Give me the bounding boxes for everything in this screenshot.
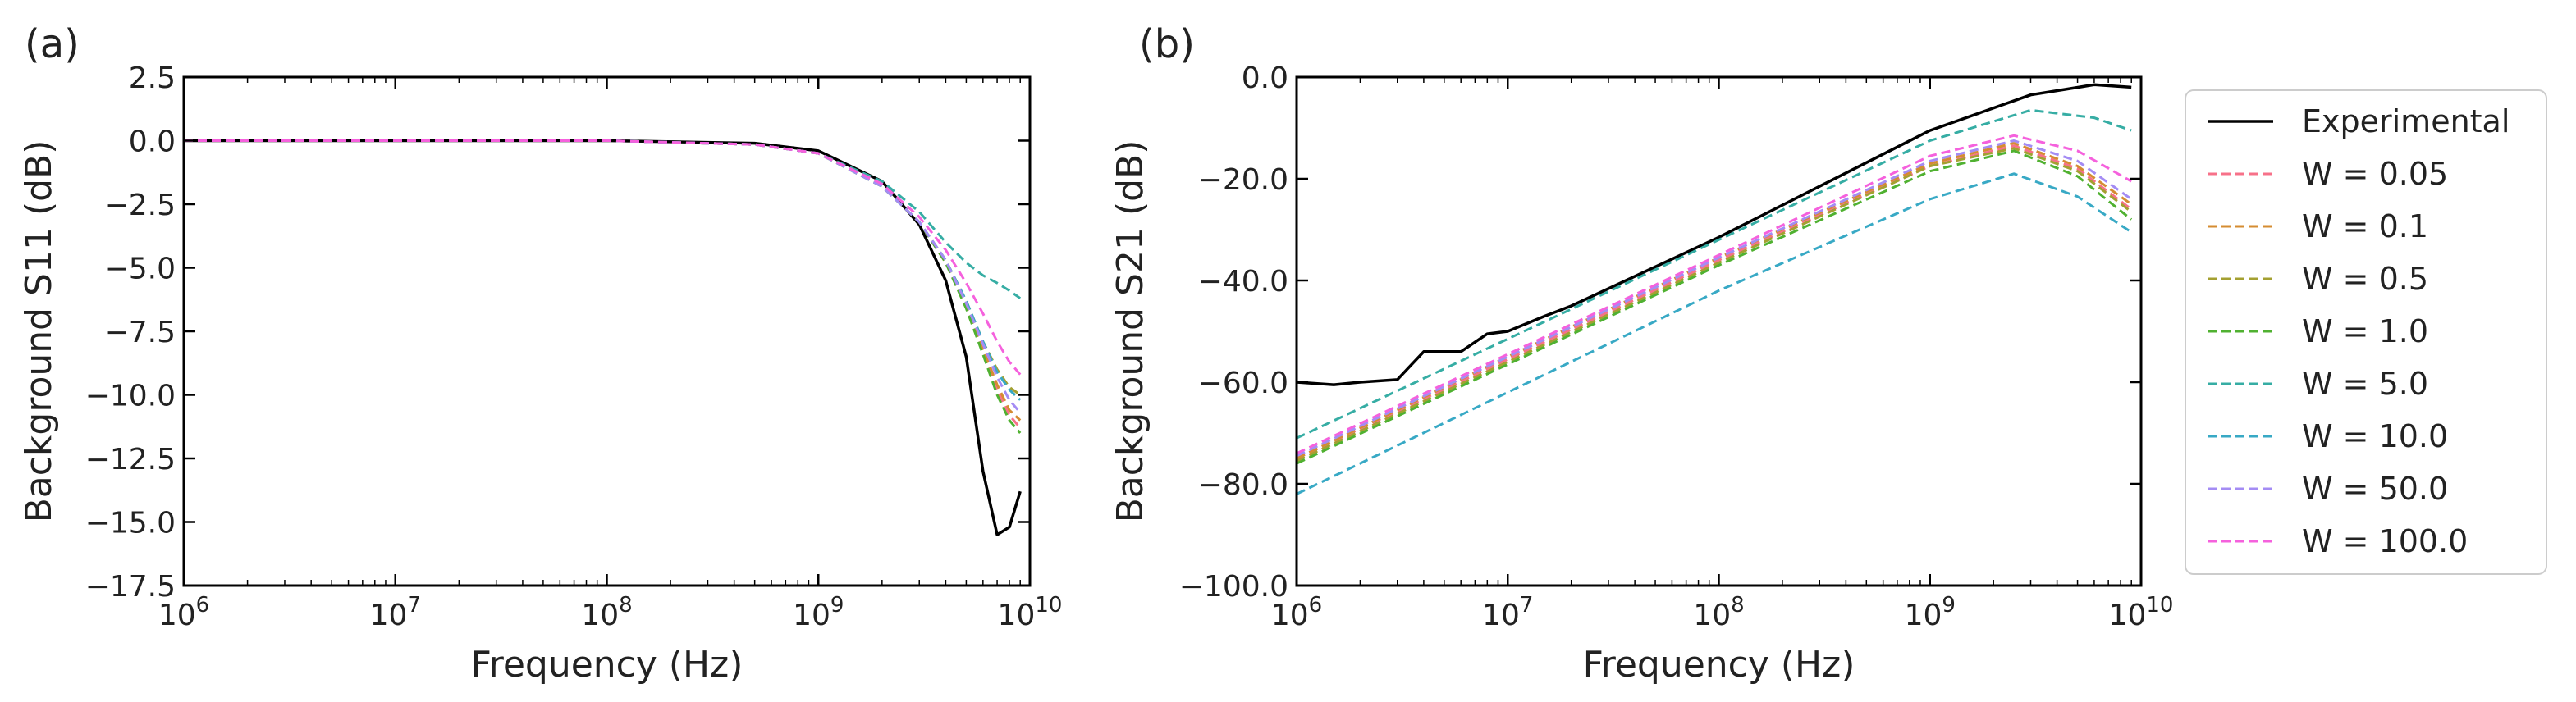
panel-a-xlabel: Frequency (Hz) <box>471 644 744 686</box>
panel-b-series-1 <box>1296 144 2133 460</box>
panel-b-ylabel: Background S21 (dB) <box>1110 140 1151 523</box>
panel-b-xlabel: Frequency (Hz) <box>1583 644 1855 686</box>
panel-b-ytick-label: −40.0 <box>1198 265 1288 299</box>
legend-label: W = 5.0 <box>2302 366 2428 402</box>
legend-label: W = 100.0 <box>2302 523 2468 559</box>
panel-a-ytick-label: 0.0 <box>129 125 176 159</box>
panel-b-xtick-label: 1010 <box>2109 593 2174 632</box>
panel-b-frame <box>1295 75 2143 587</box>
panel-a-xtick-label: 106 <box>158 593 209 632</box>
panel-b-xtick-label: 109 <box>1905 593 1956 632</box>
panel-a-series-3 <box>184 139 1022 396</box>
panel-a-ytick-label: −10.0 <box>85 380 176 413</box>
panel-b-ytick-label: −80.0 <box>1198 468 1288 502</box>
panel-b-ticks: 106 107 108 109 1010 0.0 −20.0 −40.0 −60.0 −80.0 −… <box>1179 62 2174 632</box>
panel-a-series-4 <box>184 139 1022 434</box>
panel-b-series-0 <box>1296 83 2132 386</box>
panel-a-ylabel: Background S11 (dB) <box>18 140 60 523</box>
panel-a-xtick-label: 107 <box>370 593 421 632</box>
panel-b-series-6 <box>1296 172 2133 495</box>
panel-a-series-7 <box>184 139 1022 414</box>
panel-b-marks <box>1296 83 2133 495</box>
panel-b-xtick-label: 107 <box>1482 593 1533 632</box>
panel-a-ytick-label: −2.5 <box>104 189 176 222</box>
panel-b-label: (b) <box>1139 21 1195 67</box>
legend-label: W = 1.0 <box>2302 313 2428 349</box>
panel-a-ytick-label: 2.5 <box>129 62 176 95</box>
panel-b-ytick-label: 0.0 <box>1242 62 1288 95</box>
panel-b-xtick-label: 108 <box>1693 593 1744 632</box>
panel-a-marks <box>184 139 1022 536</box>
legend-label: W = 0.05 <box>2302 156 2448 192</box>
panel-a-xtick-label: 1010 <box>998 593 1063 632</box>
legend-label: W = 0.5 <box>2302 261 2428 297</box>
panel-a-series-5 <box>184 139 1022 299</box>
panel-b: (b) 106 107 108 109 1010 0.0 −20.0 −40.0 −60.0 −8… <box>1110 21 2173 686</box>
panel-b-ytick-label: −20.0 <box>1198 163 1288 197</box>
panel-b-series-3 <box>1296 147 2133 463</box>
legend-label: W = 10.0 <box>2302 418 2448 454</box>
panel-a-series-0 <box>184 139 1022 536</box>
panel-a-ytick-label: −15.0 <box>85 507 176 540</box>
legend-box <box>2185 89 2547 575</box>
panel-b-series-8 <box>1296 134 2132 455</box>
panel-a-ytick-label: −7.5 <box>104 316 176 349</box>
panel-b-series-2 <box>1296 142 2133 460</box>
panel-b-series-7 <box>1296 139 2133 458</box>
panel-a-label: (a) <box>25 21 80 67</box>
panel-a-series-6 <box>184 139 1022 401</box>
panel-a-ytick-label: −12.5 <box>85 443 176 476</box>
panel-a-xtick-label: 109 <box>793 593 844 632</box>
panel-a-ytick-label: −17.5 <box>85 570 176 604</box>
panel-a-frame <box>182 75 1032 587</box>
panel-b-series-4 <box>1296 149 2133 465</box>
legend-label: W = 50.0 <box>2302 471 2448 507</box>
panel-a-series-2 <box>184 139 1022 422</box>
panel-a-series-8 <box>184 139 1022 376</box>
panel-b-series-5 <box>1296 108 2132 440</box>
panel-a-series-1 <box>184 139 1022 429</box>
panel-b-ytick-label: −100.0 <box>1179 570 1288 604</box>
legend-label: Experimental <box>2302 103 2510 139</box>
panel-b-xtick-label: 106 <box>1271 593 1322 632</box>
panel-a-xtick-label: 108 <box>581 593 632 632</box>
panel-a-ytick-label: −5.0 <box>104 253 176 286</box>
panel-a-ticks: 106 107 108 109 1010 2.5 0.0 −2.5 −5.0 −7.5 −10.0 −… <box>85 62 1063 632</box>
legend: Experimental W = 0.05 W = 0.1 W = 0.5 W = 1.… <box>2185 89 2547 575</box>
legend-label: W = 0.1 <box>2302 208 2428 244</box>
panel-b-ytick-label: −60.0 <box>1198 367 1288 400</box>
legend-items: Experimental W = 0.05 W = 0.1 W = 0.5 W = 1.… <box>2208 103 2510 559</box>
panel-a: (a) 106 107 108 109 1010 2.5 0.0 −2.5 −5.0 −7.5 −1… <box>18 21 1062 686</box>
